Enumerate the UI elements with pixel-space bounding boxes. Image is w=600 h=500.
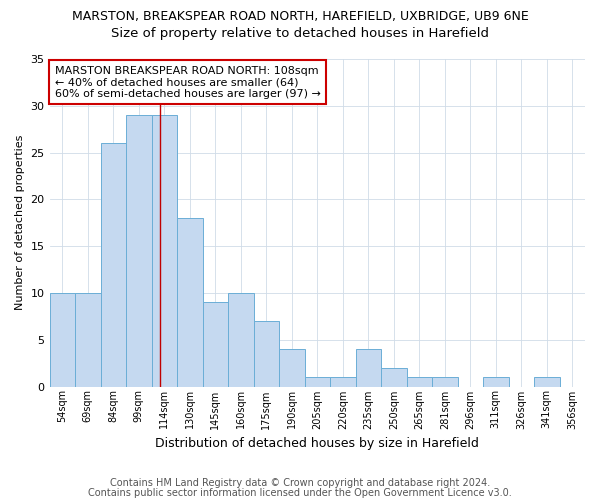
Bar	[203, 302, 228, 386]
Bar	[254, 321, 279, 386]
Bar	[432, 377, 458, 386]
Bar	[75, 293, 101, 386]
Text: Contains HM Land Registry data © Crown copyright and database right 2024.: Contains HM Land Registry data © Crown c…	[110, 478, 490, 488]
Bar	[330, 377, 356, 386]
Bar	[177, 218, 203, 386]
Bar	[126, 115, 152, 386]
Text: Contains public sector information licensed under the Open Government Licence v3: Contains public sector information licen…	[88, 488, 512, 498]
Y-axis label: Number of detached properties: Number of detached properties	[15, 135, 25, 310]
Text: Size of property relative to detached houses in Harefield: Size of property relative to detached ho…	[111, 28, 489, 40]
Text: MARSTON, BREAKSPEAR ROAD NORTH, HAREFIELD, UXBRIDGE, UB9 6NE: MARSTON, BREAKSPEAR ROAD NORTH, HAREFIEL…	[71, 10, 529, 23]
X-axis label: Distribution of detached houses by size in Harefield: Distribution of detached houses by size …	[155, 437, 479, 450]
Bar	[534, 377, 560, 386]
Bar	[279, 349, 305, 387]
Bar	[483, 377, 509, 386]
Bar	[305, 377, 330, 386]
Bar	[381, 368, 407, 386]
Bar	[50, 293, 75, 386]
Bar	[152, 115, 177, 386]
Bar	[356, 349, 381, 387]
Text: MARSTON BREAKSPEAR ROAD NORTH: 108sqm
← 40% of detached houses are smaller (64)
: MARSTON BREAKSPEAR ROAD NORTH: 108sqm ← …	[55, 66, 321, 99]
Bar	[228, 293, 254, 386]
Bar	[101, 143, 126, 386]
Bar	[407, 377, 432, 386]
